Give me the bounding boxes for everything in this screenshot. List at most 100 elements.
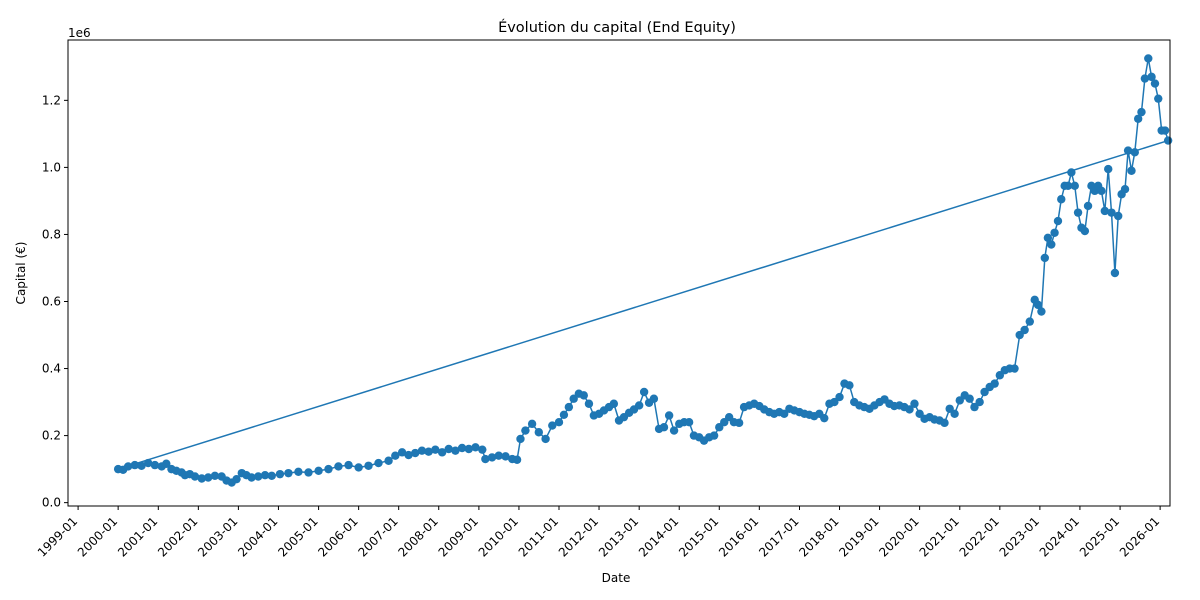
- data-point: [1150, 79, 1160, 88]
- data-point: [487, 453, 497, 462]
- data-point: [559, 410, 569, 420]
- x-tick-label: 2012-01: [556, 514, 601, 559]
- data-point: [471, 443, 480, 452]
- data-point: [980, 387, 989, 397]
- data-point: [314, 466, 323, 475]
- data-point: [1120, 184, 1130, 194]
- data-point: [130, 460, 140, 470]
- data-point: [609, 399, 619, 408]
- data-point: [639, 387, 649, 397]
- x-tick-label: 2006-01: [315, 514, 360, 559]
- data-point: [254, 472, 263, 481]
- x-tick-label: 2009-01: [436, 514, 481, 559]
- data-point: [294, 467, 303, 476]
- data-point: [457, 443, 467, 453]
- data-point: [569, 394, 578, 403]
- data-point: [548, 421, 557, 430]
- data-point: [232, 474, 241, 484]
- x-tick-label: 2025-01: [1077, 514, 1122, 559]
- data-point: [534, 428, 543, 437]
- x-tick-label: 2002-01: [155, 514, 200, 559]
- data-point: [649, 394, 659, 403]
- x-tick-label: 2011-01: [516, 514, 561, 559]
- data-point: [684, 417, 694, 427]
- y-tick-label: 0.2: [42, 429, 61, 443]
- x-tick-label: 2026-01: [1117, 514, 1162, 559]
- data-point: [464, 444, 473, 454]
- data-point: [1147, 72, 1156, 82]
- data-point: [494, 451, 503, 460]
- data-point: [1047, 240, 1056, 249]
- data-point: [634, 401, 644, 410]
- data-point: [1104, 164, 1113, 174]
- data-point: [1163, 136, 1173, 145]
- x-tick-label: 2018-01: [796, 514, 841, 559]
- y-tick-label: 0.6: [42, 294, 61, 308]
- data-point: [541, 434, 550, 444]
- data-point: [384, 456, 393, 465]
- x-tick-label: 2014-01: [636, 514, 681, 559]
- data-point: [374, 458, 383, 468]
- data-point: [1130, 148, 1139, 157]
- data-point: [417, 446, 427, 455]
- data-point: [669, 426, 679, 435]
- data-point: [247, 473, 256, 482]
- data-point: [451, 446, 460, 455]
- data-point: [481, 454, 490, 464]
- data-point: [197, 474, 206, 483]
- data-point: [344, 460, 353, 470]
- y-tick-label: 1.0: [42, 160, 61, 174]
- data-point: [431, 445, 440, 454]
- data-point: [910, 399, 919, 408]
- data-point: [659, 423, 669, 432]
- x-tick-label: 2004-01: [235, 514, 280, 559]
- y-axis-title: Capital (€): [14, 242, 28, 305]
- data-point: [397, 448, 407, 457]
- data-point: [334, 462, 343, 471]
- data-point: [1160, 126, 1170, 135]
- data-point: [210, 471, 220, 481]
- data-point: [1025, 317, 1034, 326]
- y-offset-label: 1e6: [68, 26, 91, 40]
- data-point: [123, 462, 133, 471]
- x-axis-ticks: 1999-012000-012001-012002-012003-012004-…: [35, 506, 1162, 560]
- data-point: [1114, 211, 1123, 221]
- data-point: [845, 381, 854, 390]
- data-point: [1043, 233, 1053, 242]
- data-point: [1127, 166, 1136, 175]
- data-point: [1053, 216, 1063, 226]
- data-point: [404, 450, 413, 460]
- data-point: [144, 458, 153, 468]
- x-tick-label: 2003-01: [195, 514, 240, 559]
- data-point: [190, 472, 200, 481]
- plot-frame: [67, 39, 1171, 507]
- data-point: [284, 468, 293, 478]
- y-tick-label: 0.0: [42, 496, 61, 510]
- data-point: [1123, 146, 1133, 155]
- data-point: [780, 409, 789, 419]
- y-axis-ticks: 0.0 0.2 0.4 0.6 0.8 1.0 1.2: [42, 93, 68, 510]
- data-point: [1037, 307, 1046, 316]
- data-point: [1154, 94, 1163, 103]
- data-point: [579, 391, 588, 400]
- x-tick-label: 2016-01: [716, 514, 761, 559]
- x-tick-label: 2001-01: [115, 514, 160, 559]
- data-point: [830, 397, 839, 407]
- y-tick-label: 1.2: [42, 93, 61, 107]
- data-point: [444, 444, 453, 454]
- data-point: [1073, 208, 1083, 217]
- data-point: [970, 402, 979, 412]
- x-axis-title: Date: [602, 571, 631, 585]
- data-point: [1040, 253, 1050, 263]
- series-wrap-line: [117, 139, 1169, 470]
- y-tick-label: 0.4: [42, 362, 61, 376]
- y-tick-label: 0.8: [42, 227, 61, 241]
- data-point: [965, 394, 974, 403]
- data-point: [1110, 268, 1120, 278]
- data-point: [501, 452, 510, 461]
- data-point: [1080, 226, 1090, 236]
- x-tick-label: 2015-01: [676, 514, 721, 559]
- series-line: [118, 58, 1169, 484]
- data-point: [267, 471, 276, 481]
- data-point: [304, 468, 313, 477]
